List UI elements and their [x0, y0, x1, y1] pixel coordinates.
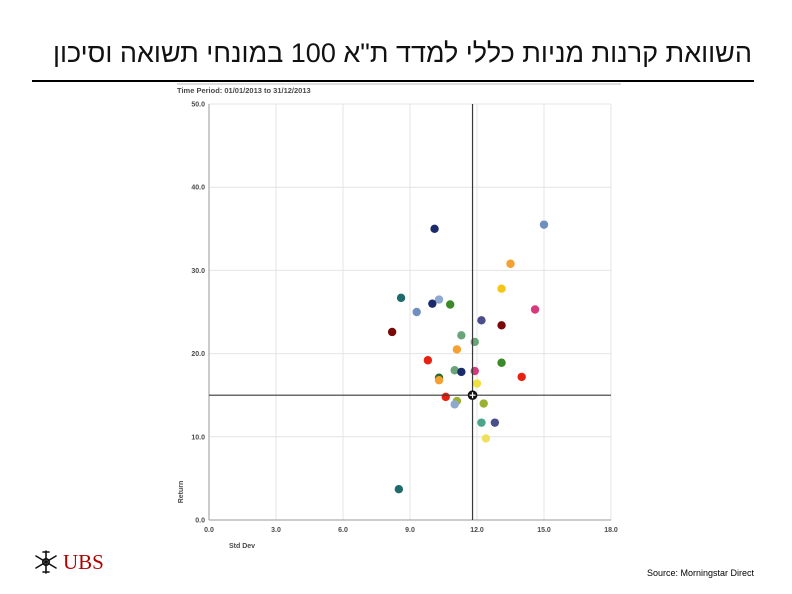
benchmark-crosshair	[209, 104, 611, 520]
fund-point	[477, 418, 486, 427]
fund-point	[490, 418, 500, 427]
fund-point	[428, 299, 437, 308]
fund-point	[506, 259, 515, 268]
fund-point	[530, 305, 540, 314]
risk-return-chart: Time Period: 01/01/2013 to 31/12/2013 0.…	[171, 82, 621, 552]
time-period-label: Time Period: 01/01/2013 to 31/12/2013	[177, 86, 311, 95]
fund-point	[452, 345, 462, 354]
keys-emblem-icon	[35, 550, 57, 574]
fund-point	[457, 367, 466, 377]
y-tick-label: 10.0	[191, 434, 205, 441]
fund-point	[472, 379, 482, 388]
fund-point	[477, 316, 486, 325]
fund-point	[434, 295, 444, 304]
fund-point	[497, 321, 506, 330]
fund-point	[434, 376, 444, 385]
fund-point	[450, 366, 459, 375]
y-tick-label: 0.0	[195, 518, 205, 525]
fund-point	[457, 331, 466, 340]
x-tick-label: 18.0	[604, 527, 618, 534]
data-points	[387, 220, 549, 494]
fund-point	[394, 485, 404, 494]
y-tick-label: 40.0	[191, 185, 205, 192]
scatter-plot-svg: Time Period: 01/01/2013 to 31/12/2013 0.…	[177, 83, 621, 550]
x-tick-label: 6.0	[338, 527, 348, 534]
fund-point	[497, 284, 506, 293]
title-divider	[32, 80, 754, 82]
fund-point	[479, 399, 488, 408]
grid-lines	[208, 103, 612, 521]
fund-point	[517, 372, 526, 382]
fund-point	[396, 293, 406, 303]
axes: 0.0 3.0 6.0 9.0 12.0 15.0 18.0 0.0 10.0 20.0 30.0 4…	[191, 102, 618, 535]
fund-point	[450, 400, 459, 409]
x-tick-label: 3.0	[271, 527, 281, 534]
source-note: Source: Morningstar Direct	[646, 568, 754, 578]
y-tick-label: 20.0	[191, 351, 205, 358]
fund-point	[470, 366, 479, 376]
ubs-wordmark: UBS	[63, 549, 104, 574]
x-axis-label: Std Dev	[229, 543, 255, 550]
fund-point	[387, 327, 397, 337]
fund-point	[430, 224, 439, 233]
fund-point	[441, 392, 450, 402]
y-tick-label: 50.0	[191, 102, 205, 109]
x-tick-label: 15.0	[537, 527, 551, 534]
x-tick-label: 12.0	[470, 527, 484, 534]
fund-point	[470, 337, 479, 347]
y-axis-label: Return	[178, 481, 185, 504]
fund-point	[412, 307, 421, 317]
fund-point	[481, 434, 491, 443]
x-tick-label: 9.0	[405, 527, 415, 534]
ubs-logo: UBS	[33, 549, 104, 575]
slide-title: השוואת קרנות מניות כללי למדד ת"א 100 במו…	[52, 38, 752, 68]
y-tick-label: 30.0	[191, 268, 205, 275]
fund-point	[446, 300, 455, 309]
fund-point	[539, 220, 549, 229]
fund-point	[497, 358, 506, 367]
x-tick-label: 0.0	[204, 527, 214, 534]
fund-point	[423, 356, 433, 365]
